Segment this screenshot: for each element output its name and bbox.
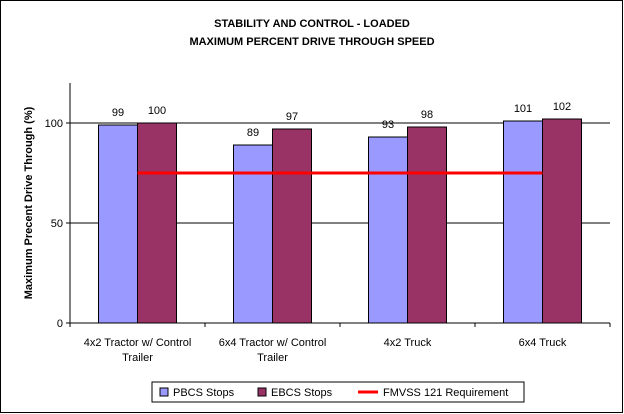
legend-label: PBCS Stops <box>173 387 235 399</box>
legend-label: FMVSS 121 Requirement <box>383 387 508 399</box>
legend-swatch <box>257 387 267 397</box>
data-label: 101 <box>514 103 532 115</box>
x-tick-label: 4x2 Tractor w/ Control <box>84 337 192 349</box>
y-axis-label: Maximum Precent Drive Through (%) <box>23 106 35 299</box>
bar <box>503 120 543 324</box>
y-tick-label: 50 <box>51 218 63 230</box>
bar <box>542 118 582 324</box>
y-tick-label: 0 <box>57 318 63 330</box>
legend-label: EBCS Stops <box>271 387 333 399</box>
x-tick-label: Trailer <box>257 352 288 364</box>
data-label: 98 <box>421 109 433 121</box>
legend: PBCS Stops EBCS Stops FMVSS 121 Requiremen… <box>151 381 525 403</box>
x-tick-label: Trailer <box>122 352 153 364</box>
data-label: 97 <box>286 111 298 123</box>
data-label: 93 <box>382 119 394 131</box>
bar <box>233 144 273 324</box>
legend-box <box>151 381 525 403</box>
bar <box>137 122 177 324</box>
bar <box>272 128 312 324</box>
chart-title: STABILITY AND CONTROL - LOADED MAXIMUM PE… <box>189 18 434 48</box>
data-label: 100 <box>148 105 166 117</box>
plot-area: 0 50 100 99 100 4x2 Tractor w/ Control Trailer… <box>45 83 611 364</box>
y-tick-label: 100 <box>45 118 63 130</box>
x-tick-label: 6x4 Truck <box>519 337 567 349</box>
x-tick-label: 6x4 Tractor w/ Control <box>219 337 327 349</box>
bar <box>368 136 408 324</box>
x-tick-label: 4x2 Truck <box>384 337 432 349</box>
bar <box>407 126 447 324</box>
bar <box>98 124 138 324</box>
chart-title-line: STABILITY AND CONTROL - LOADED <box>214 18 410 30</box>
data-label: 89 <box>247 127 259 139</box>
data-label: 102 <box>553 101 571 113</box>
data-label: 99 <box>112 107 124 119</box>
chart-title-line: MAXIMUM PERCENT DRIVE THROUGH SPEED <box>189 36 434 48</box>
y-axis-title: Maximum Precent Drive Through (%) <box>23 106 35 299</box>
legend-swatch <box>159 387 169 397</box>
